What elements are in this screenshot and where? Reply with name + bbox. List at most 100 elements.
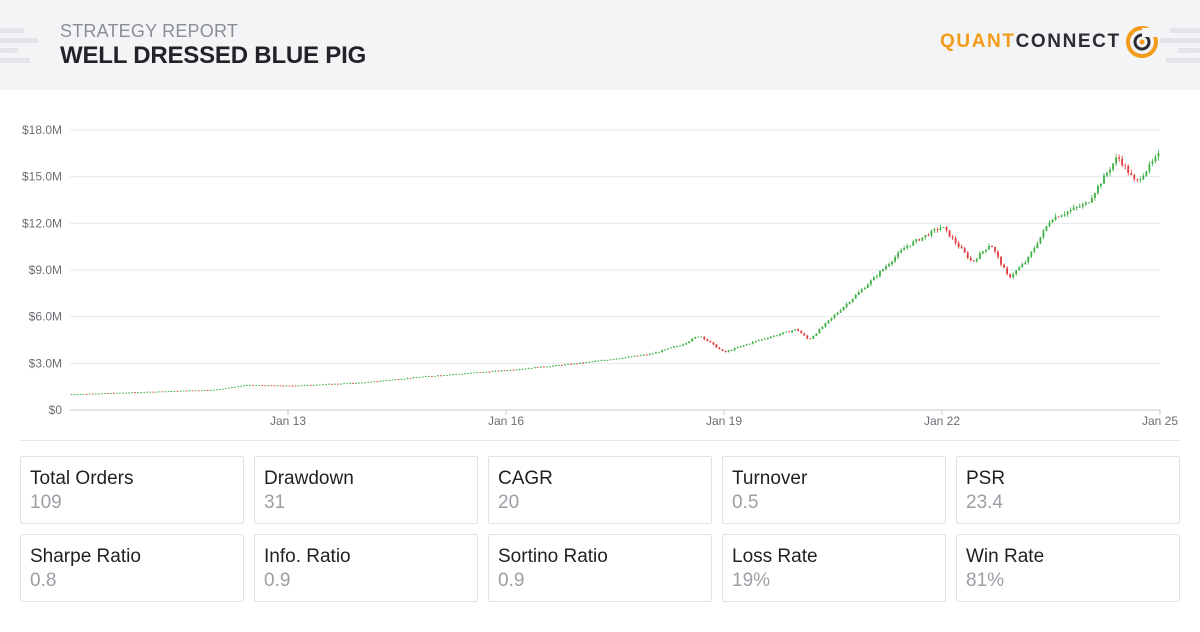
candle	[482, 371, 485, 373]
candle	[633, 355, 636, 357]
candle	[418, 376, 421, 379]
candle	[394, 379, 397, 381]
candle	[909, 245, 912, 248]
candle	[706, 338, 709, 342]
candle	[542, 366, 545, 368]
candle	[1087, 202, 1090, 204]
candle	[654, 351, 657, 354]
candle	[1148, 161, 1151, 174]
candle	[1133, 173, 1136, 182]
candle	[1015, 269, 1018, 276]
candle	[246, 384, 249, 386]
candle	[379, 380, 382, 382]
candle	[555, 364, 557, 367]
candle	[667, 348, 669, 350]
candle	[500, 369, 503, 372]
candle	[748, 343, 751, 345]
candle	[869, 279, 872, 287]
candle	[618, 358, 621, 360]
candle	[561, 364, 563, 366]
candle	[503, 370, 506, 372]
candle	[991, 245, 993, 248]
quantconnect-logo[interactable]: QUANT CONNECT	[940, 24, 1159, 60]
candle	[485, 371, 488, 373]
candle	[116, 392, 118, 394]
candle	[355, 383, 358, 384]
candle	[539, 366, 542, 368]
candle	[939, 224, 942, 232]
candle	[373, 381, 376, 383]
candle	[146, 391, 149, 393]
candle	[270, 385, 273, 387]
stat-card-psr: PSR 23.4	[956, 456, 1180, 524]
equity-chart-svg: $0 $3.0M $6.0M $9.0M $12.0M $15.0M $18.0M Jan …	[22, 123, 1178, 428]
candle	[1063, 211, 1066, 218]
candle	[70, 394, 73, 396]
candle	[103, 393, 106, 394]
candle	[754, 340, 757, 343]
x-tick-label: Jan 22	[924, 414, 960, 428]
candle	[709, 340, 712, 343]
candle	[691, 338, 694, 342]
candle	[1136, 178, 1139, 183]
candle	[334, 383, 336, 385]
candle	[978, 251, 981, 260]
candle	[294, 385, 297, 387]
candle	[527, 367, 530, 370]
candle	[443, 375, 445, 377]
candle	[739, 346, 742, 348]
candle	[721, 348, 724, 352]
stat-card-sortino-ratio: Sortino Ratio 0.9	[488, 534, 712, 602]
candle	[594, 360, 597, 363]
x-tick-label: Jan 19	[706, 414, 742, 428]
candle	[361, 382, 364, 384]
candle	[597, 360, 600, 362]
candle	[173, 390, 176, 392]
candle	[430, 376, 433, 377]
candle	[155, 391, 158, 393]
candle	[718, 347, 721, 350]
x-tick-label: Jan 16	[488, 414, 524, 428]
candle	[818, 328, 821, 334]
candle	[1006, 265, 1008, 276]
candle	[579, 362, 582, 364]
y-tick-label: $15.0M	[22, 170, 62, 184]
candle	[509, 369, 512, 371]
candle	[969, 255, 972, 262]
candle	[367, 381, 370, 383]
candle	[288, 385, 291, 387]
candle	[158, 391, 161, 393]
candle	[564, 363, 566, 366]
stat-card-cagr: CAGR 20	[488, 456, 712, 524]
candle	[491, 370, 494, 373]
candle	[679, 344, 681, 347]
candle	[515, 369, 518, 371]
candle	[827, 320, 830, 325]
candle	[128, 392, 130, 394]
candle	[697, 336, 700, 338]
equity-chart: $0 $3.0M $6.0M $9.0M $12.0M $15.0M $18.0M Jan …	[0, 110, 1200, 440]
candle	[291, 385, 294, 387]
candle	[225, 388, 227, 390]
candle	[436, 375, 439, 377]
candle	[79, 394, 82, 395]
report-subtitle: STRATEGY REPORT	[60, 21, 239, 41]
candle	[812, 335, 815, 340]
candle	[218, 389, 221, 390]
candle	[488, 371, 491, 373]
candle	[282, 385, 285, 387]
candle	[231, 386, 233, 388]
candle	[891, 260, 893, 267]
candle	[228, 387, 230, 389]
x-tick-label: Jan 13	[270, 414, 306, 428]
candle	[733, 347, 736, 352]
candle	[860, 287, 863, 294]
candle	[642, 354, 645, 356]
candle	[400, 378, 403, 380]
candle	[545, 366, 548, 368]
stat-value: 0.5	[732, 492, 759, 513]
candle	[433, 375, 436, 377]
candle	[506, 369, 509, 372]
candle	[391, 379, 394, 381]
candle	[588, 361, 591, 363]
